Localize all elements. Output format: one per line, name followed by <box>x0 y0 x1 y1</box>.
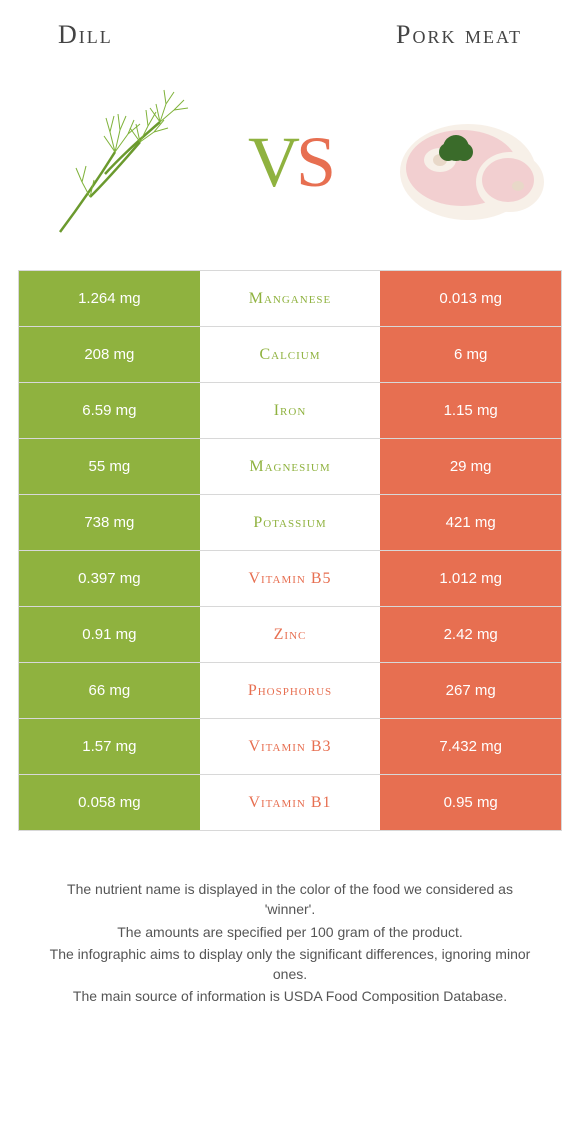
table-row: 55 mgMagnesium29 mg <box>19 439 561 495</box>
table-row: 738 mgPotassium421 mg <box>19 495 561 551</box>
nutrient-name: Vitamin B1 <box>200 775 381 830</box>
table-row: 208 mgCalcium6 mg <box>19 327 561 383</box>
right-value: 7.432 mg <box>380 719 561 774</box>
nutrient-name: Vitamin B5 <box>200 551 381 606</box>
pork-image <box>370 82 550 242</box>
left-value: 6.59 mg <box>19 383 200 438</box>
comparison-table: 1.264 mgManganese0.013 mg208 mgCalcium6 … <box>18 270 562 831</box>
left-value: 55 mg <box>19 439 200 494</box>
footer-notes: The nutrient name is displayed in the co… <box>18 831 562 1007</box>
vs-s: S <box>296 122 332 202</box>
nutrient-name: Potassium <box>200 495 381 550</box>
left-value: 1.264 mg <box>19 271 200 326</box>
left-value: 66 mg <box>19 663 200 718</box>
footer-line: The amounts are specified per 100 gram o… <box>42 922 538 942</box>
table-row: 0.397 mgVitamin B51.012 mg <box>19 551 561 607</box>
vs-label: VS <box>248 121 332 204</box>
left-value: 0.91 mg <box>19 607 200 662</box>
left-value: 0.397 mg <box>19 551 200 606</box>
table-row: 66 mgPhosphorus267 mg <box>19 663 561 719</box>
footer-line: The nutrient name is displayed in the co… <box>42 879 538 920</box>
nutrient-name: Iron <box>200 383 381 438</box>
left-value: 1.57 mg <box>19 719 200 774</box>
left-value: 208 mg <box>19 327 200 382</box>
nutrient-name: Zinc <box>200 607 381 662</box>
dill-image <box>30 82 210 242</box>
table-row: 0.91 mgZinc2.42 mg <box>19 607 561 663</box>
nutrient-name: Phosphorus <box>200 663 381 718</box>
table-row: 1.264 mgManganese0.013 mg <box>19 271 561 327</box>
infographic-container: Dill Pork meat VS <box>0 0 580 1007</box>
nutrient-name: Calcium <box>200 327 381 382</box>
left-value: 0.058 mg <box>19 775 200 830</box>
table-row: 0.058 mgVitamin B10.95 mg <box>19 775 561 831</box>
nutrient-name: Manganese <box>200 271 381 326</box>
right-value: 29 mg <box>380 439 561 494</box>
nutrient-name: Vitamin B3 <box>200 719 381 774</box>
left-value: 738 mg <box>19 495 200 550</box>
table-row: 1.57 mgVitamin B37.432 mg <box>19 719 561 775</box>
right-value: 1.012 mg <box>380 551 561 606</box>
nutrient-name: Magnesium <box>200 439 381 494</box>
right-value: 421 mg <box>380 495 561 550</box>
footer-line: The main source of information is USDA F… <box>42 986 538 1006</box>
table-row: 6.59 mgIron1.15 mg <box>19 383 561 439</box>
right-value: 267 mg <box>380 663 561 718</box>
right-value: 0.95 mg <box>380 775 561 830</box>
title-right: Pork meat <box>396 20 522 50</box>
right-value: 2.42 mg <box>380 607 561 662</box>
hero-row: VS <box>18 60 562 270</box>
header: Dill Pork meat <box>18 20 562 60</box>
right-value: 1.15 mg <box>380 383 561 438</box>
footer-line: The infographic aims to display only the… <box>42 944 538 985</box>
right-value: 0.013 mg <box>380 271 561 326</box>
title-left: Dill <box>58 20 113 50</box>
right-value: 6 mg <box>380 327 561 382</box>
vs-v: V <box>248 122 296 202</box>
